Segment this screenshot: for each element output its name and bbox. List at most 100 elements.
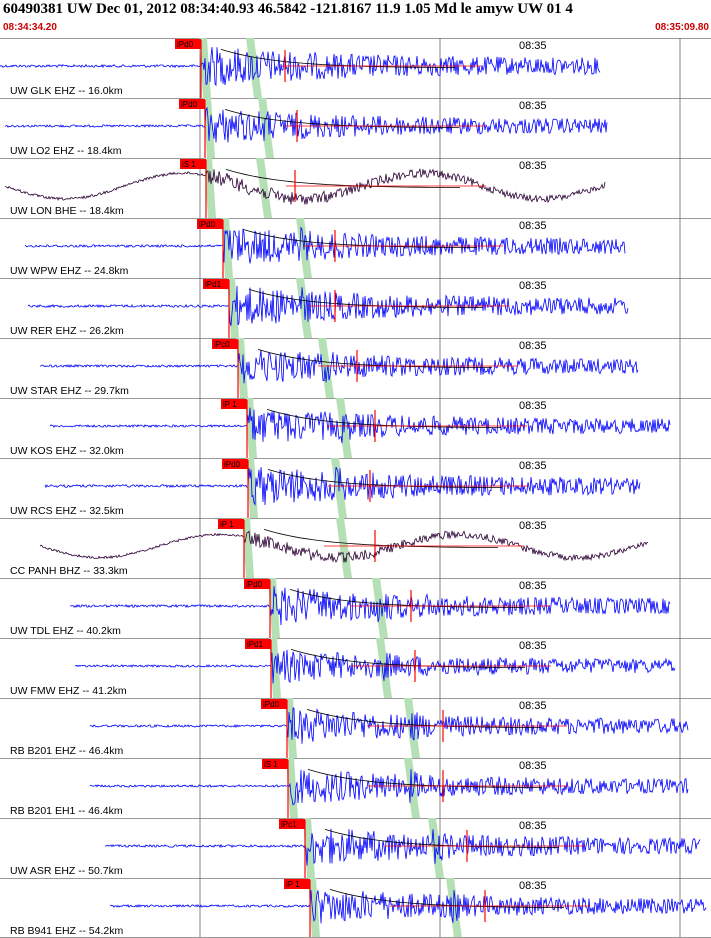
pick-box <box>179 99 205 109</box>
header: 60490381 UW Dec 01, 2012 08:34:40.93 46.… <box>0 0 711 38</box>
s-window <box>258 98 274 158</box>
waveform <box>39 530 649 563</box>
coda-curve <box>248 289 483 308</box>
trace-row: 08:35 iPd1 UW FMW EHZ -- 41.2km <box>0 638 711 698</box>
start-time: 08:34:34.20 <box>3 22 57 33</box>
waveform <box>49 407 671 444</box>
pick-box <box>218 519 244 529</box>
s-window <box>336 518 352 578</box>
pick-box <box>279 819 305 829</box>
coda-curve <box>224 109 459 128</box>
waveform <box>4 106 608 143</box>
p-window <box>268 578 280 638</box>
pick-label: iP 1 <box>223 400 237 409</box>
waveform <box>109 889 707 924</box>
pick-label: iP 1 <box>220 520 234 529</box>
minute-marker: 08:35 <box>519 820 547 832</box>
trace-row: 08:35 iPc0 UW STAR EHZ -- 29.7km <box>0 338 711 398</box>
pick-box <box>212 339 238 349</box>
p-window <box>242 518 254 578</box>
coda-curve <box>307 769 542 788</box>
s-window <box>318 338 334 398</box>
coda-curve <box>306 709 541 728</box>
station-label: UW FMW EHZ -- 41.2km <box>10 685 127 697</box>
coda-curve <box>263 529 498 548</box>
p-window <box>204 158 216 218</box>
minute-marker: 08:35 <box>519 100 547 112</box>
seismogram-plot: 08:35 iPd0 UW GLK EHZ -- 16.0km 08:35 iPd0 UW… <box>0 38 711 938</box>
station-label: UW LON BHE -- 18.4km <box>10 205 124 217</box>
pick-label: iPd1 <box>205 280 222 289</box>
coda-curve <box>289 589 524 608</box>
coda-curve <box>329 889 564 908</box>
pick-label: iPd0 <box>181 100 198 109</box>
pick-box <box>284 879 310 889</box>
pick-box <box>203 279 229 289</box>
minute-marker: 08:35 <box>519 460 547 472</box>
waveform <box>4 168 606 205</box>
p-window <box>286 758 298 818</box>
minute-marker: 08:35 <box>519 400 547 412</box>
s-window <box>246 38 262 98</box>
station-label: UW STAR EHZ -- 29.7km <box>10 385 129 397</box>
minute-marker: 08:35 <box>519 520 547 532</box>
end-time: 08:35:09.80 <box>655 22 709 33</box>
s-window <box>376 638 392 698</box>
station-label: RB B201 EH1 -- 46.4km <box>10 805 123 817</box>
waveform <box>69 586 671 626</box>
waveform <box>39 349 639 384</box>
waveform <box>89 707 689 744</box>
pick-box <box>262 759 288 769</box>
station-label: UW KOS EHZ -- 32.0km <box>10 445 124 457</box>
p-window <box>303 818 315 878</box>
station-label: UW GLK EHZ -- 16.0km <box>10 85 123 97</box>
pick-label: iS 1 <box>182 160 196 169</box>
minute-marker: 08:35 <box>519 280 547 292</box>
s-window <box>256 158 272 218</box>
trace-row: 08:35 iP 1 UW KOS EHZ -- 32.0km <box>0 398 711 458</box>
minute-marker: 08:35 <box>519 880 547 892</box>
coda-curve <box>267 469 502 488</box>
coda-curve <box>242 229 477 248</box>
trace-row: 08:35 iPd0 RB B201 EHZ -- 46.4km <box>0 698 711 758</box>
trace-row: 08:35 iPd0 UW LO2 EHZ -- 18.4km <box>0 98 711 158</box>
pick-label: iPd0 <box>246 580 263 589</box>
pick-box <box>180 159 206 169</box>
pick-box <box>197 219 223 229</box>
minute-marker: 08:35 <box>519 700 547 712</box>
station-label: RB B941 EHZ -- 54.2km <box>10 925 123 937</box>
s-window <box>404 698 420 758</box>
waveform <box>27 285 629 326</box>
pick-box <box>221 399 247 409</box>
station-label: CC PANH BHZ -- 33.3km <box>10 565 128 577</box>
minute-marker: 08:35 <box>519 40 547 52</box>
pick-label: iP 1 <box>286 880 300 889</box>
trace-row: 08:35 iPd1 UW RER EHZ -- 26.2km <box>0 278 711 338</box>
pick-box <box>245 639 271 649</box>
coda-curve <box>324 829 559 848</box>
station-label: RB B201 EHZ -- 46.4km <box>10 745 123 757</box>
waveform <box>89 769 689 806</box>
station-label: UW LO2 EHZ -- 18.4km <box>10 145 122 157</box>
minute-marker: 08:35 <box>519 640 547 652</box>
trace-row: 08:35 iPd0 UW TDL EHZ -- 40.2km <box>0 578 711 638</box>
s-window <box>372 578 388 638</box>
waveform <box>44 466 641 506</box>
pick-label: iPd0 <box>199 220 216 229</box>
coda-curve <box>290 649 525 668</box>
pick-label: iS 1 <box>264 760 278 769</box>
minute-marker: 08:35 <box>519 160 547 172</box>
trace-row: 08:35 iPd0 UW GLK EHZ -- 16.0km <box>0 38 711 98</box>
pick-box <box>261 699 287 709</box>
pick-box <box>175 39 201 49</box>
pick-box <box>244 579 270 589</box>
station-label: UW TDL EHZ -- 40.2km <box>10 625 121 637</box>
pick-label: iPd0 <box>263 700 280 709</box>
station-label: UW ASR EHZ -- 50.7km <box>10 865 123 877</box>
coda-curve <box>225 169 460 188</box>
trace-row: 08:35 iS 1 RB B201 EH1 -- 46.4km <box>0 758 711 818</box>
waveform <box>104 828 701 866</box>
minute-marker: 08:35 <box>519 760 547 772</box>
station-label: UW WPW EHZ -- 24.8km <box>10 265 129 277</box>
trace-row: 08:35 iPc1 UW ASR EHZ -- 50.7km <box>0 818 711 878</box>
